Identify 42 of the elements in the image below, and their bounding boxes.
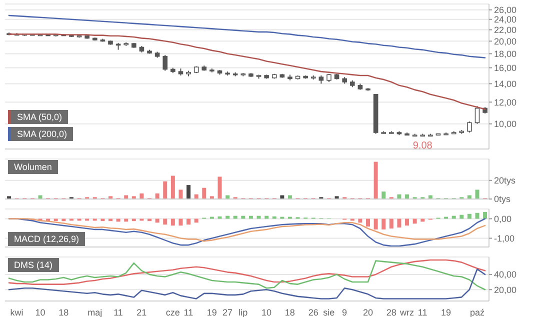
x-tick-label: 27 <box>222 307 232 317</box>
chart-title: DMS (14) <box>8 258 59 272</box>
text: MACD (12,26,9) <box>8 232 86 246</box>
y-tick-label: 18,00 <box>494 48 517 59</box>
x-tick-label: 18 <box>284 307 295 317</box>
y-tick-label: 20tys <box>494 176 516 186</box>
x-tick-label: sie <box>323 307 335 317</box>
x-tick-label: 10 <box>35 307 46 317</box>
x-tick-label: maj <box>88 307 102 317</box>
legend-label: SMA (200,0) <box>11 127 74 141</box>
x-tick-label: 21 <box>136 307 147 317</box>
y-tick-label: 0tys <box>494 194 512 204</box>
x-tick-label: kwi <box>10 307 24 317</box>
y-tick-label: 24,00 <box>494 14 517 25</box>
x-tick-label: 11 <box>418 307 428 317</box>
y-tick-label: 10,00 <box>494 119 517 130</box>
x-tick-label: 18 <box>58 307 69 317</box>
y-tick-label: 20,00 <box>494 36 517 46</box>
chart-title: Wolumen <box>8 160 58 174</box>
y-tick-label: 14,00 <box>494 78 517 89</box>
legend-label: SMA (50,0) <box>11 110 68 124</box>
y-tick-label: 12,00 <box>494 97 517 108</box>
x-tick-label: wrz <box>398 307 414 317</box>
y-tick-label: 22,00 <box>494 24 517 35</box>
y-tick-label: 16,00 <box>494 62 517 73</box>
y-tick-label: 20,00 <box>494 284 517 295</box>
y-tick-label: 26,00 <box>494 5 517 16</box>
y-tick-label: -1,00 <box>494 233 515 244</box>
x-tick-label: 19 <box>206 307 217 317</box>
x-tick-label: 11 <box>114 307 123 317</box>
x-tick-label: 10 <box>262 307 272 317</box>
x-tick-label: lip <box>238 307 248 317</box>
x-tick-label: paź <box>470 307 485 317</box>
x-tick-label: 19 <box>440 307 451 317</box>
y-tick-label: 40,00 <box>494 270 517 280</box>
x-tick-label: 28 <box>386 307 396 317</box>
x-tick-label: cze <box>166 307 180 317</box>
y-tick-label: 0,00 <box>494 214 512 224</box>
x-tick-label: 26 <box>308 307 318 317</box>
x-tick-label: 9 <box>342 307 348 317</box>
x-tick-label: 20 <box>362 307 373 317</box>
x-tick-label: 11 <box>184 307 194 317</box>
